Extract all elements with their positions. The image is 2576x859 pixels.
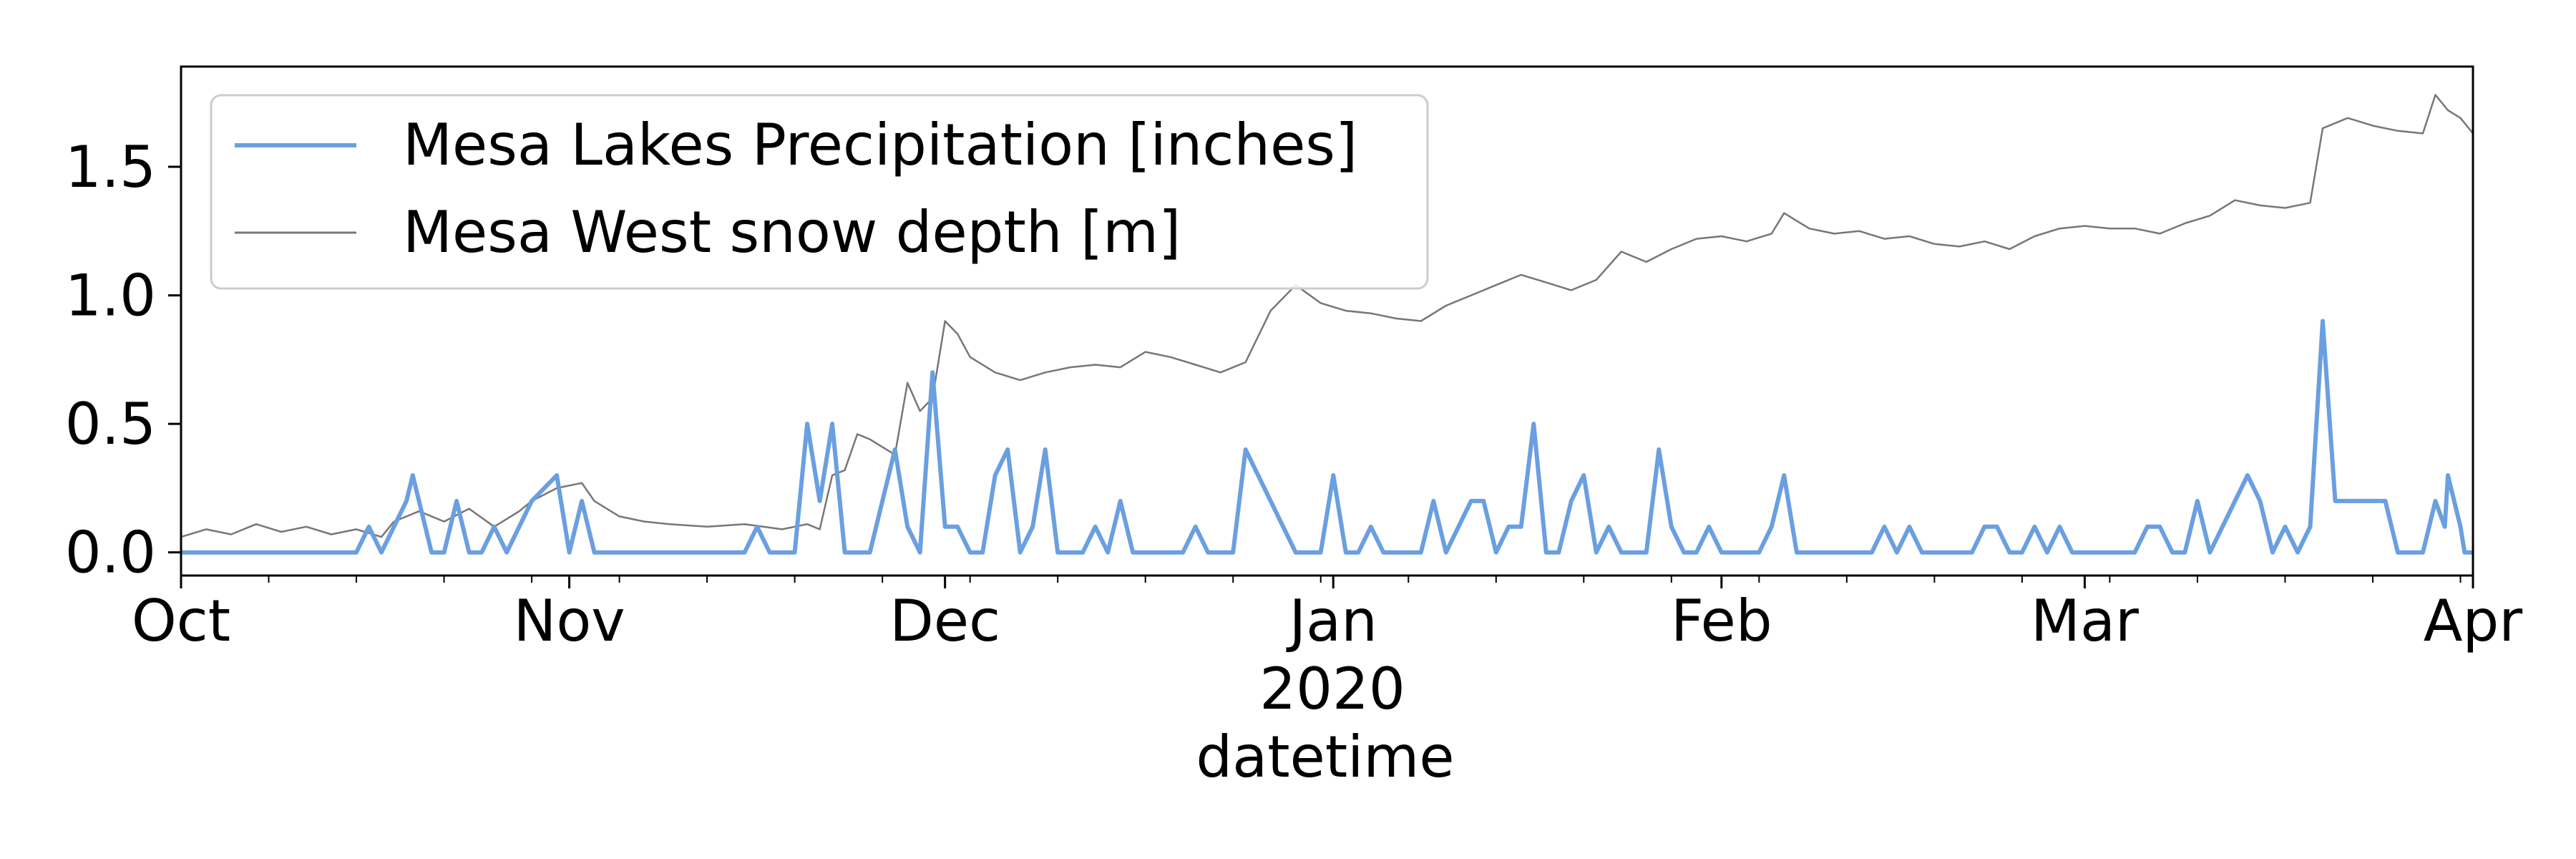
legend-label-snow-depth: Mesa West snow depth [m] — [403, 199, 1181, 266]
legend-label-precipitation: Mesa Lakes Precipitation [inches] — [403, 112, 1357, 178]
y-tick-label: 0.0 — [65, 520, 156, 586]
x-axis-label: datetime — [1196, 724, 1454, 790]
x-axis-ticks: Oct Nov Dec Jan Feb Mar Apr — [132, 576, 2522, 654]
x-tick-label: Oct — [132, 588, 230, 654]
x-tick-label: Apr — [2424, 588, 2523, 654]
x-tick-label: Jan — [1286, 588, 1377, 654]
legend-box — [210, 94, 1429, 290]
y-tick-label: 0.5 — [65, 391, 156, 457]
x-year-label: 2020 — [1259, 656, 1405, 722]
x-tick-label: Nov — [514, 588, 625, 654]
x-tick-label: Feb — [1671, 588, 1772, 654]
y-axis-ticks: 0.0 0.5 1.0 1.5 — [65, 134, 181, 586]
series-line-precipitation — [181, 319, 2473, 555]
x-tick-label: Dec — [889, 588, 1000, 654]
series-layer — [180, 94, 2474, 555]
plot-frame — [180, 65, 2474, 577]
y-tick-label: 1.0 — [65, 263, 156, 329]
y-tick-label: 1.5 — [65, 134, 156, 200]
legend: Mesa Lakes Precipitation [inches] Mesa W… — [210, 94, 1429, 290]
x-tick-label: Mar — [2031, 588, 2139, 654]
series-line-snow-depth — [180, 94, 2474, 538]
